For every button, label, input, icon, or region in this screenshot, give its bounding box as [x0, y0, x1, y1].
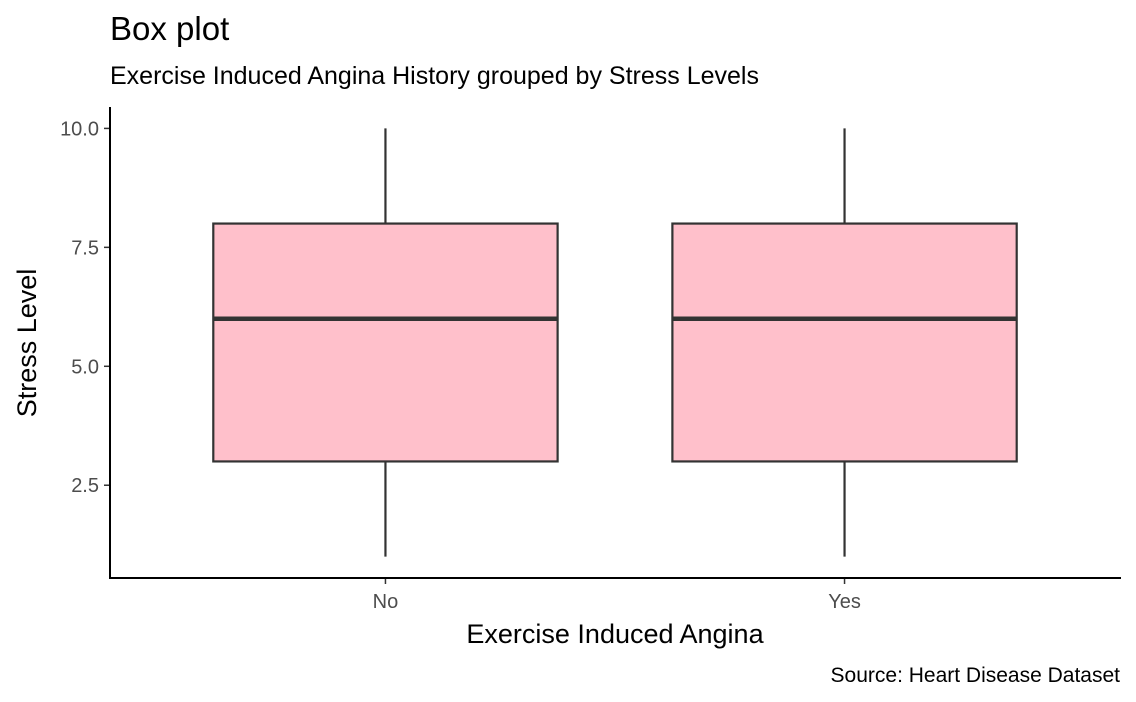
chart-caption: Source: Heart Disease Dataset [831, 664, 1121, 687]
box-yes [671, 128, 1018, 557]
chart-subtitle: Exercise Induced Angina History grouped … [110, 62, 759, 90]
x-tick-label: Yes [828, 591, 861, 613]
x-tick-label: No [373, 591, 399, 613]
interquartile-box [671, 222, 1018, 463]
y-axis-title: Stress Level [12, 269, 42, 418]
y-tick-label: 7.5 [71, 237, 99, 259]
interquartile-box [212, 222, 559, 463]
boxes-layer [212, 128, 1018, 557]
box-no [212, 128, 559, 557]
x-axis-title: Exercise Induced Angina [466, 619, 764, 649]
y-tick-label: 10.0 [60, 118, 99, 140]
x-axis-ticks: No Yes [373, 578, 861, 613]
y-axis-ticks: 2.5 5.0 7.5 10.0 [60, 118, 110, 497]
y-tick-label: 5.0 [71, 356, 99, 378]
y-tick-label: 2.5 [71, 475, 99, 497]
chart-title: Box plot [110, 10, 229, 47]
